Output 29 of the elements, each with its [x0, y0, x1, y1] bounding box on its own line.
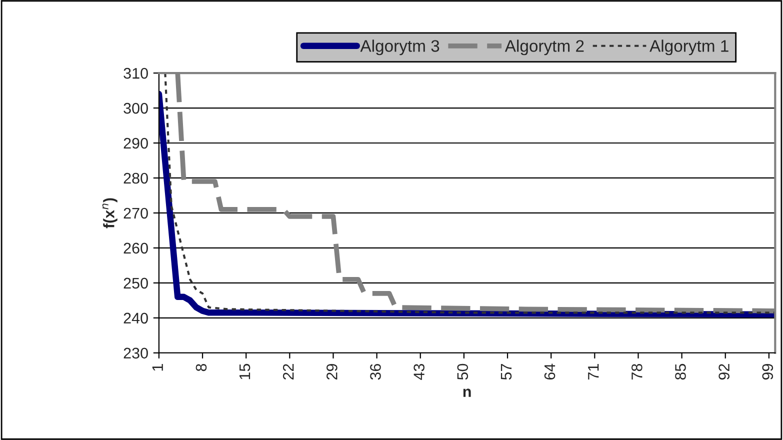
- y-tick-label: 290: [124, 138, 148, 149]
- legend-label: Algorytm 3: [360, 40, 440, 56]
- x-axis-title: n: [463, 388, 471, 397]
- y-tick-label: 270: [124, 208, 148, 219]
- y-tick-label: 260: [124, 242, 148, 254]
- x-tick-label: 57: [500, 364, 512, 380]
- y-axis-title: f(x$^{n}$): [102, 198, 118, 228]
- x-tick-label: 8: [196, 364, 207, 372]
- x-tick-label: 78: [632, 364, 642, 380]
- x-tick-label: 22: [282, 364, 294, 380]
- legend-label: Algorytm 2: [504, 40, 584, 56]
- x-tick-label: 36: [370, 364, 381, 380]
- y-tick-label: 280: [124, 172, 148, 184]
- x-tick-label: 99: [762, 364, 774, 380]
- x-tick-label: 92: [718, 364, 730, 380]
- x-tick-label: 1: [152, 364, 163, 371]
- x-tick-label: 43: [414, 364, 424, 380]
- x-tick-label: 50: [457, 364, 468, 380]
- x-tick-label: 64: [544, 364, 556, 380]
- y-tick-label: 310: [124, 68, 148, 79]
- y-tick-label: 250: [124, 278, 148, 289]
- legend-label: Algorytm 1: [650, 40, 728, 56]
- y-tick-label: 300: [124, 102, 148, 114]
- x-tick-label: 85: [675, 364, 686, 380]
- y-tick-label: 230: [124, 348, 148, 359]
- x-tick-label: 71: [588, 364, 599, 380]
- y-tick-label: 240: [124, 312, 148, 324]
- x-tick-label: 29: [326, 364, 338, 380]
- x-tick-label: 15: [240, 364, 250, 380]
